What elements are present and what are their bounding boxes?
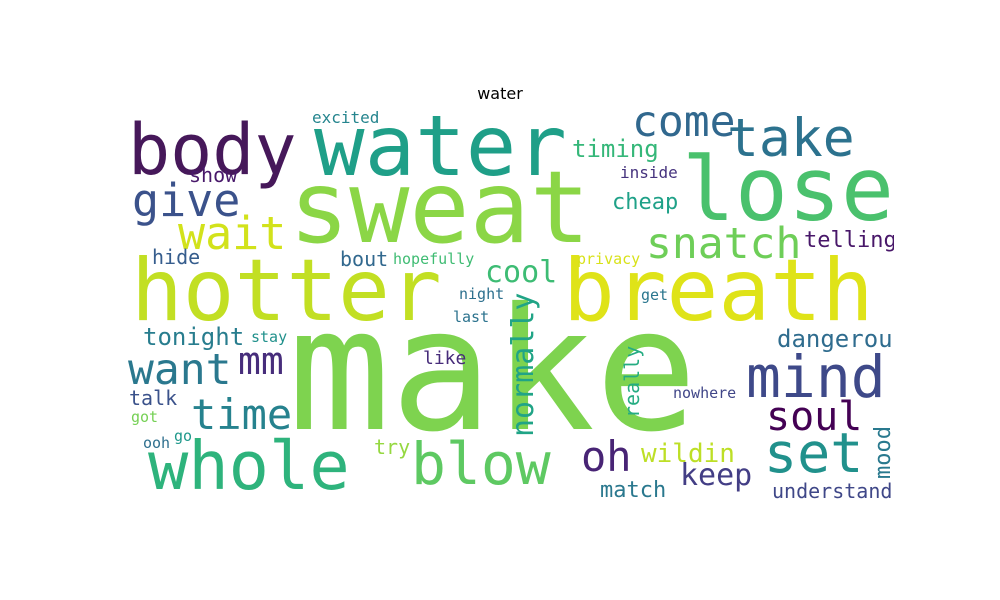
word-hopefully: hopefully <box>393 250 474 268</box>
word-wildin: wildin <box>641 439 735 469</box>
word-stay: stay <box>251 328 287 346</box>
word-got: got <box>131 408 158 426</box>
word-oh: oh <box>581 432 632 481</box>
word-night: night <box>459 285 504 303</box>
word-match: match <box>600 478 666 502</box>
word-ooh: ooh <box>143 434 170 452</box>
word-breath: breath <box>563 241 874 341</box>
figure-title: water <box>477 84 523 103</box>
word-blow: blow <box>411 430 551 498</box>
word-inside: inside <box>620 163 678 182</box>
word-really: really <box>620 346 644 418</box>
word-privacy: privacy <box>577 250 640 268</box>
word-dangerous: dangerous <box>777 325 894 353</box>
word-talk: talk <box>129 386 177 410</box>
word-go: go <box>174 427 192 445</box>
word-timing: timing <box>572 135 659 163</box>
word-like: like <box>423 348 466 369</box>
word-water: water <box>314 104 567 195</box>
word-hide: hide <box>152 245 200 269</box>
word-cool: cool <box>485 255 557 290</box>
word-take: take <box>727 108 855 169</box>
word-set: set <box>764 421 863 485</box>
word-give: give <box>132 174 240 227</box>
word-last: last <box>453 308 489 326</box>
word-cheap: cheap <box>612 190 678 215</box>
word-lose: lose <box>682 138 894 241</box>
word-excited: excited <box>312 108 379 127</box>
word-show: show <box>189 163 238 187</box>
word-keep: keep <box>680 458 752 493</box>
word-mood: mood <box>871 426 894 479</box>
word-try: try <box>374 435 410 459</box>
word-snatch: snatch <box>646 219 801 269</box>
word-wait: wait <box>178 207 286 260</box>
word-normally: normally <box>506 293 541 438</box>
word-soul: soul <box>766 394 862 440</box>
word-time: time <box>191 390 292 439</box>
word-mind: mind <box>746 343 886 411</box>
word-body: body <box>128 109 297 191</box>
word-bout: bout <box>340 247 388 271</box>
word-make: make <box>288 272 697 470</box>
word-mm: mm <box>238 339 284 383</box>
word-telling: telling <box>804 228 894 253</box>
word-cloud: make sweat hotter breath water lose body whole b… <box>126 104 894 502</box>
word-understand: understand <box>772 479 892 502</box>
word-nowhere: nowhere <box>673 384 736 402</box>
word-whole: whole <box>148 427 350 502</box>
word-want: want <box>128 345 232 395</box>
word-get: get <box>641 286 668 304</box>
word-come: come <box>632 104 736 147</box>
word-tonight: tonight <box>143 323 244 351</box>
word-hotter: hotter <box>131 241 442 341</box>
word-sweat: sweat <box>289 149 590 266</box>
